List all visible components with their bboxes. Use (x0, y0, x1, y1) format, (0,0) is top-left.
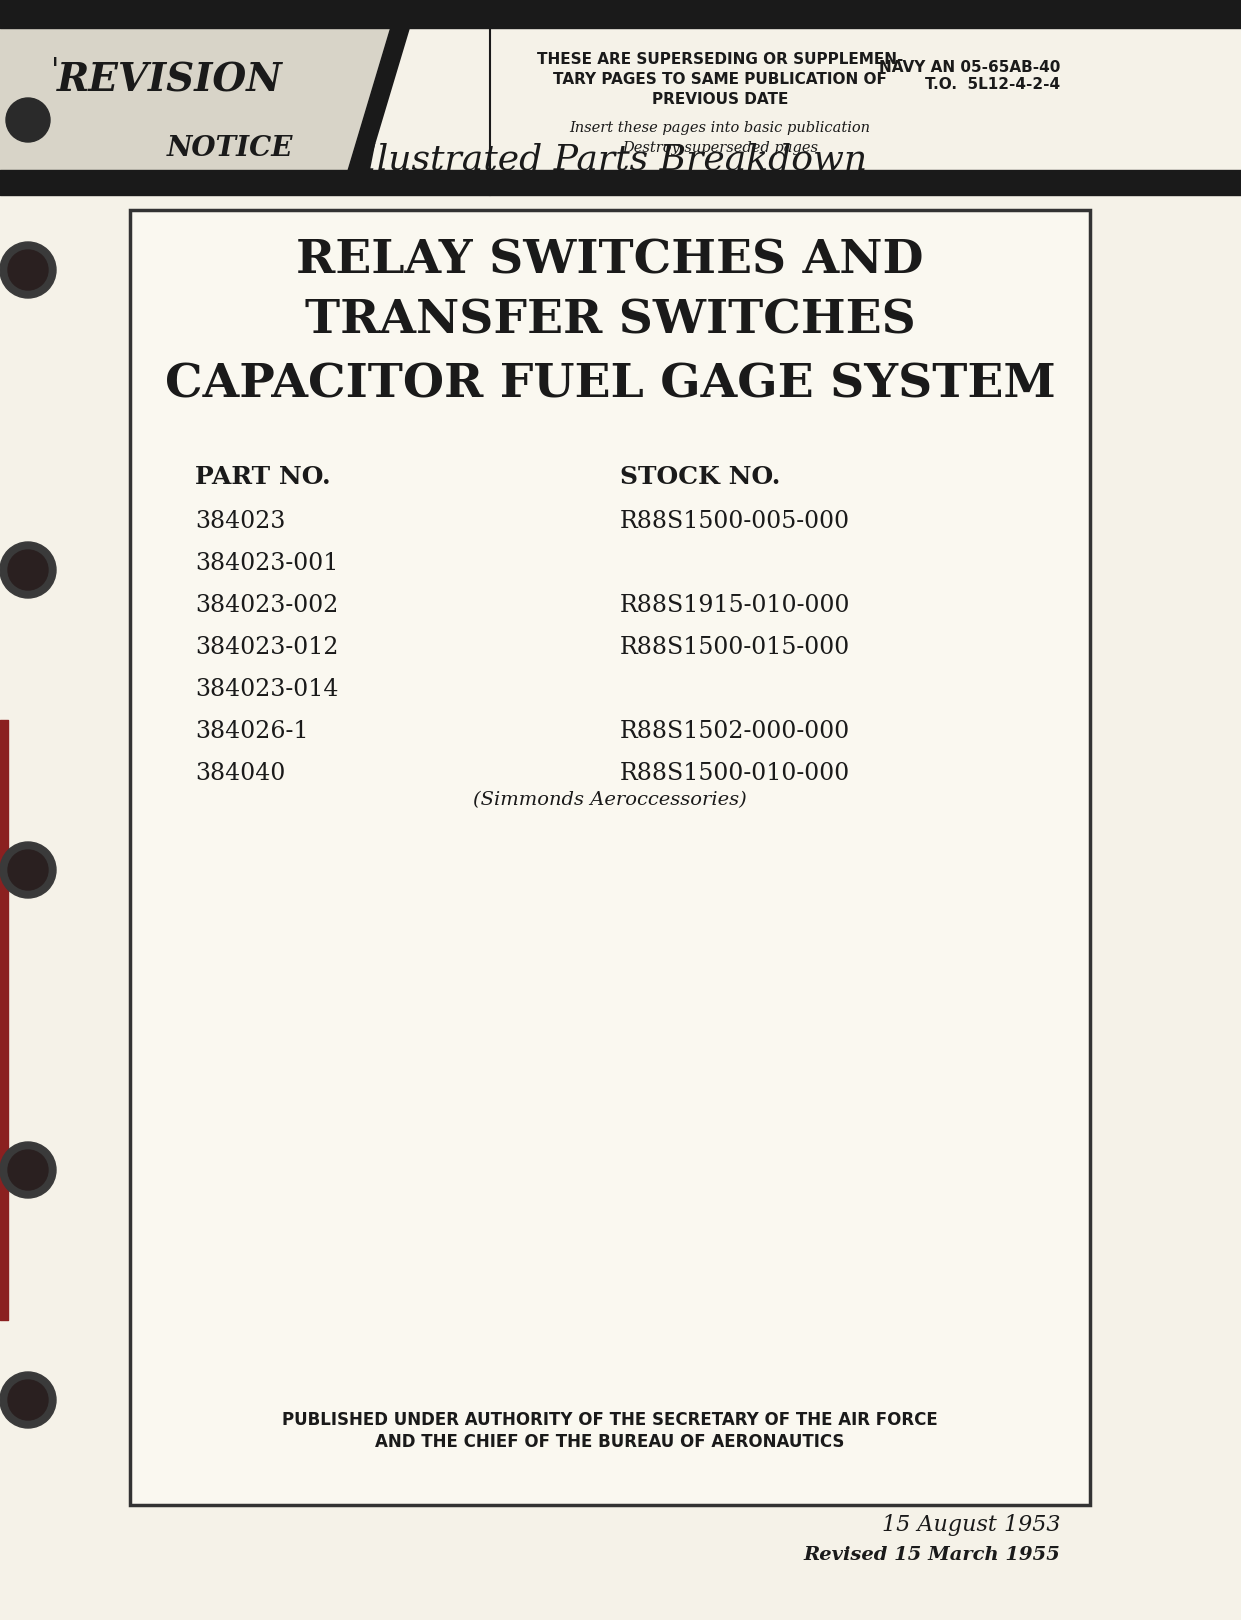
Circle shape (0, 1142, 56, 1199)
Text: REVISION: REVISION (57, 62, 283, 99)
Circle shape (6, 97, 50, 143)
Text: R88S1502-000-000: R88S1502-000-000 (620, 719, 850, 744)
Text: R88S1500-005-000: R88S1500-005-000 (620, 510, 850, 533)
Circle shape (0, 1372, 56, 1427)
Text: 384023: 384023 (195, 510, 285, 533)
Text: (Simmonds Aeroccessories): (Simmonds Aeroccessories) (473, 791, 747, 808)
Text: R88S1500-015-000: R88S1500-015-000 (620, 637, 850, 659)
Text: Revised 15 March 1955: Revised 15 March 1955 (803, 1545, 1060, 1563)
Text: 384023-014: 384023-014 (195, 679, 339, 701)
Polygon shape (0, 28, 390, 194)
Text: THESE ARE SUPERSEDING OR SUPPLEMEN-: THESE ARE SUPERSEDING OR SUPPLEMEN- (537, 52, 903, 68)
Text: 384026-1: 384026-1 (195, 719, 309, 744)
Circle shape (0, 241, 56, 298)
Text: NOTICE: NOTICE (166, 134, 293, 162)
Text: 384023-012: 384023-012 (195, 637, 339, 659)
Circle shape (7, 551, 48, 590)
Text: CAPACITOR FUEL GAGE SYSTEM: CAPACITOR FUEL GAGE SYSTEM (165, 361, 1055, 408)
Circle shape (0, 543, 56, 598)
Circle shape (7, 249, 48, 290)
Text: PREVIOUS DATE: PREVIOUS DATE (652, 92, 788, 107)
Text: R88S1500-010-000: R88S1500-010-000 (620, 761, 850, 786)
Circle shape (7, 1380, 48, 1421)
Text: AND THE CHIEF OF THE BUREAU OF AERONAUTICS: AND THE CHIEF OF THE BUREAU OF AERONAUTI… (375, 1434, 845, 1452)
Circle shape (7, 850, 48, 889)
Text: Destroy superseded pages: Destroy superseded pages (622, 141, 818, 156)
Polygon shape (340, 28, 410, 194)
Text: 384023-001: 384023-001 (195, 552, 339, 575)
Text: TRANSFER SWITCHES: TRANSFER SWITCHES (304, 296, 916, 343)
Text: ': ' (51, 57, 60, 87)
Circle shape (0, 842, 56, 897)
Text: RELAY SWITCHES AND: RELAY SWITCHES AND (297, 237, 923, 284)
Text: Illustrated Parts Breakdown: Illustrated Parts Breakdown (352, 143, 867, 177)
Text: 384023-002: 384023-002 (195, 595, 339, 617)
Text: TARY PAGES TO SAME PUBLICATION OF: TARY PAGES TO SAME PUBLICATION OF (553, 73, 887, 87)
Text: PUBLISHED UNDER AUTHORITY OF THE SECRETARY OF THE AIR FORCE: PUBLISHED UNDER AUTHORITY OF THE SECRETA… (282, 1411, 938, 1429)
Circle shape (7, 1150, 48, 1191)
Text: 384040: 384040 (195, 761, 285, 786)
FancyBboxPatch shape (130, 211, 1090, 1505)
Text: 15 August 1953: 15 August 1953 (881, 1515, 1060, 1536)
Text: Insert these pages into basic publication: Insert these pages into basic publicatio… (570, 122, 870, 134)
Text: NAVY AN 05-65AB-40: NAVY AN 05-65AB-40 (879, 60, 1060, 75)
Text: STOCK NO.: STOCK NO. (620, 465, 781, 489)
Text: T.O.  5L12-4-2-4: T.O. 5L12-4-2-4 (925, 78, 1060, 92)
Text: PART NO.: PART NO. (195, 465, 330, 489)
Text: R88S1915-010-000: R88S1915-010-000 (620, 595, 850, 617)
